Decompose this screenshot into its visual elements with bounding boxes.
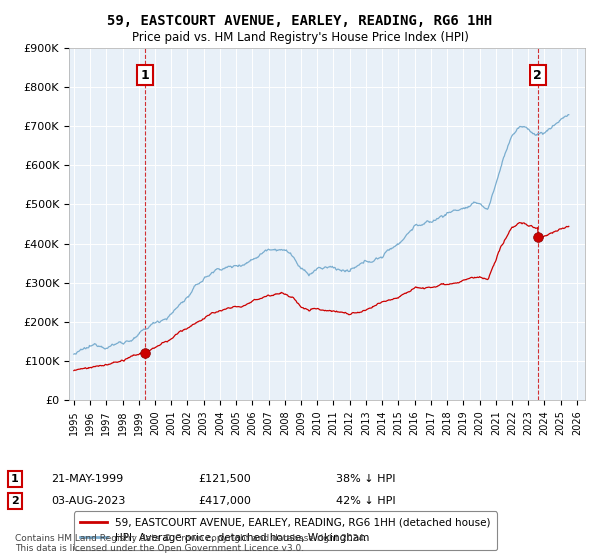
Text: Contains HM Land Registry data © Crown copyright and database right 2024.
This d: Contains HM Land Registry data © Crown c… [15, 534, 367, 553]
Text: 2: 2 [11, 496, 19, 506]
Text: 1: 1 [11, 474, 19, 484]
Text: 2: 2 [533, 68, 542, 82]
Text: 21-MAY-1999: 21-MAY-1999 [51, 474, 123, 484]
Text: 03-AUG-2023: 03-AUG-2023 [51, 496, 125, 506]
Text: 38% ↓ HPI: 38% ↓ HPI [336, 474, 395, 484]
Text: 1: 1 [140, 68, 149, 82]
Text: Price paid vs. HM Land Registry's House Price Index (HPI): Price paid vs. HM Land Registry's House … [131, 31, 469, 44]
Legend: 59, EASTCOURT AVENUE, EARLEY, READING, RG6 1HH (detached house), HPI: Average pr: 59, EASTCOURT AVENUE, EARLEY, READING, R… [74, 511, 497, 549]
Text: 42% ↓ HPI: 42% ↓ HPI [336, 496, 395, 506]
Text: £417,000: £417,000 [198, 496, 251, 506]
Text: 59, EASTCOURT AVENUE, EARLEY, READING, RG6 1HH: 59, EASTCOURT AVENUE, EARLEY, READING, R… [107, 14, 493, 28]
Text: £121,500: £121,500 [198, 474, 251, 484]
